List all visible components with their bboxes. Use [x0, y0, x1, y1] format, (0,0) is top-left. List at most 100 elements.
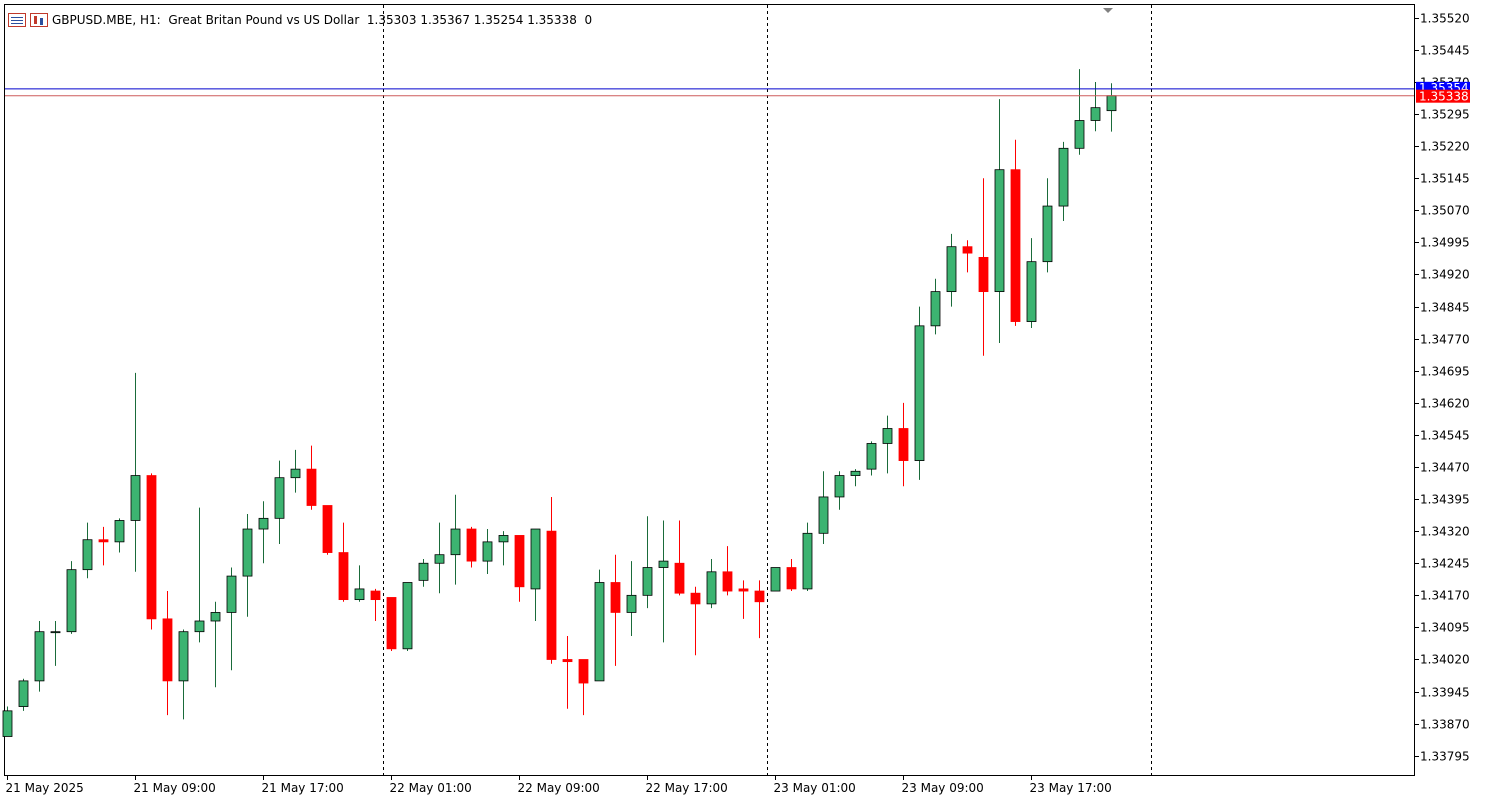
candle: [626, 561, 637, 636]
chart-header: GBPUSD.MBE, H1: Great Britan Pound vs US…: [8, 10, 592, 30]
candle-body-bear: [514, 535, 525, 588]
price-axis[interactable]: 1.355201.354451.353701.352951.352201.351…: [1414, 12, 1470, 764]
candle: [130, 372, 141, 572]
price-tick-label: 1.35145: [1420, 172, 1470, 186]
candle-body-bear: [146, 475, 157, 620]
candle: [1042, 178, 1053, 273]
candle-body-bull: [210, 612, 221, 622]
candle: [98, 526, 109, 566]
candle-body-bull: [130, 475, 141, 521]
candle: [834, 471, 845, 510]
candle-body-bear: [1010, 169, 1021, 322]
candle: [562, 635, 573, 709]
candle-body-bull: [594, 582, 605, 682]
candle-body-bull: [946, 246, 957, 293]
candle: [1090, 82, 1101, 132]
price-tick-label: 1.34095: [1420, 621, 1470, 635]
candle-body-bull: [194, 620, 205, 633]
candle-body-bear: [98, 539, 109, 543]
candle: [738, 580, 749, 619]
candle-body-bear: [306, 468, 317, 506]
candle: [866, 441, 877, 476]
candle-body-bull: [866, 443, 877, 470]
candle-body-bear: [546, 530, 557, 660]
candle: [1026, 238, 1037, 328]
candle-body-bear: [786, 567, 797, 590]
candle-body-bull: [850, 470, 861, 476]
candle: [482, 529, 493, 574]
candle: [242, 514, 253, 617]
time-tick-label: 21 May 17:00: [262, 781, 344, 795]
candle-body-bear: [898, 428, 909, 461]
time-tick-label: 22 May 17:00: [646, 781, 728, 795]
time-axis[interactable]: 21 May 2025 21 May 09:00 21 May 17:00 22 Ma…: [6, 775, 1112, 795]
candle: [370, 588, 381, 621]
candle: [674, 520, 685, 596]
time-tick-label: 23 May 01:00: [774, 781, 856, 795]
candle-body-bear: [578, 659, 589, 684]
candle: [1074, 69, 1085, 155]
candle-body-bull: [994, 169, 1005, 293]
candle-body-bull: [1090, 107, 1101, 121]
candle: [882, 415, 893, 474]
candle-body-bull: [178, 631, 189, 682]
candle-body-bull: [290, 468, 301, 479]
candle-body-bull: [914, 325, 925, 461]
candle-body-bear: [370, 590, 381, 601]
candle-body-bear: [610, 582, 621, 613]
candle: [914, 306, 925, 480]
candle-body-bull: [658, 560, 669, 568]
candle-body-bear: [722, 571, 733, 592]
price-tick-label: 1.34470: [1420, 461, 1470, 475]
candle: [642, 516, 653, 609]
candle-body-bull: [18, 680, 29, 707]
price-tick-label: 1.34395: [1420, 493, 1470, 507]
plot-frame: [4, 4, 1415, 776]
candle: [82, 522, 93, 579]
candle: [50, 621, 61, 666]
candle: [770, 567, 781, 592]
time-tick-label: 23 May 09:00: [902, 781, 984, 795]
candle-body-bull: [242, 528, 253, 577]
bid-price-label: 1.35338: [1419, 90, 1469, 104]
candle-body-bear: [562, 659, 573, 663]
candle: [850, 469, 861, 487]
time-tick-label: 22 May 01:00: [390, 781, 472, 795]
candle-body-bear: [338, 552, 349, 601]
candle-body-bull: [626, 594, 637, 613]
candle: [226, 567, 237, 671]
price-tick-label: 1.34545: [1420, 429, 1470, 443]
price-tick-label: 1.34320: [1420, 525, 1470, 539]
candle: [18, 678, 29, 711]
list-icon[interactable]: [8, 13, 26, 27]
candle-body-bull: [2, 710, 13, 737]
candle-body-bull: [834, 475, 845, 498]
candle-body-bull: [274, 477, 285, 519]
candle-body-bull: [706, 571, 717, 605]
candle: [178, 629, 189, 720]
candle-body-bull: [882, 428, 893, 444]
price-tick-label: 1.35520: [1420, 12, 1470, 26]
day-separators: [383, 5, 1152, 775]
price-tick-label: 1.34695: [1420, 365, 1470, 379]
candle: [290, 449, 301, 493]
candle-body-bull: [498, 535, 509, 543]
bar-chart-icon[interactable]: [30, 13, 48, 27]
candle: [786, 558, 797, 592]
candle: [946, 233, 957, 307]
candle: [114, 518, 125, 553]
price-tick-label: 1.34620: [1420, 397, 1470, 411]
candle-body-bull: [1106, 95, 1117, 112]
candles: [2, 69, 1117, 737]
candle-body-bull: [1074, 120, 1085, 149]
candle-body-bull: [402, 582, 413, 650]
symbol-info-text: GBPUSD.MBE, H1: Great Britan Pound vs US…: [52, 13, 593, 27]
candle-body-bull: [50, 631, 61, 634]
chart-shift-marker-icon[interactable]: [1103, 8, 1113, 13]
candle: [610, 554, 621, 666]
candle: [306, 445, 317, 510]
candle-body-bull: [450, 528, 461, 556]
candle: [66, 561, 77, 634]
candle: [466, 526, 477, 568]
